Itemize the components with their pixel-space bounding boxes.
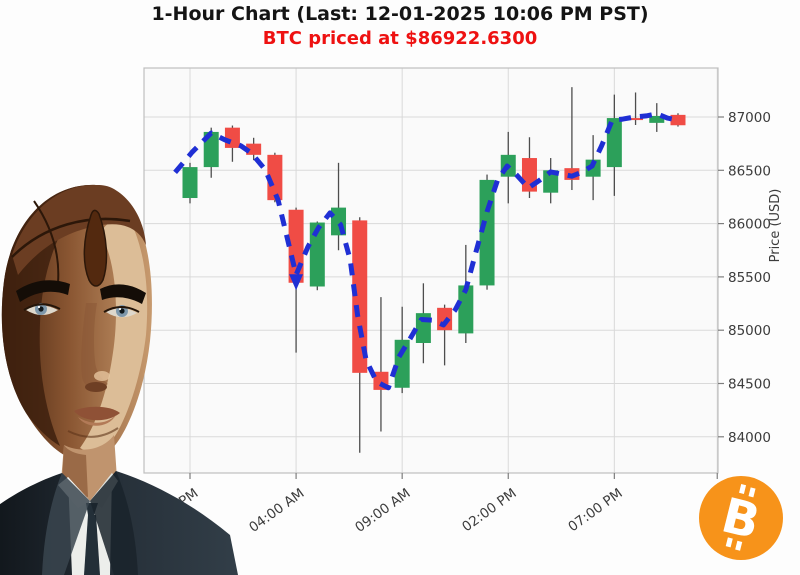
candle-up	[543, 170, 559, 193]
candle-down	[246, 143, 262, 155]
y-tick-label: 84000	[728, 430, 771, 446]
y-tick-label: 84500	[728, 377, 771, 393]
robot-avatar	[0, 184, 238, 575]
candle-up	[649, 115, 665, 123]
y-tick-label: 85000	[728, 323, 771, 339]
dip-arrow-icon	[289, 274, 304, 291]
price-subtitle: BTC priced at $86922.6300	[262, 28, 538, 49]
y-tick-label: 86500	[728, 163, 771, 179]
candle-down	[670, 114, 686, 126]
candle-up	[309, 222, 325, 287]
candle-down	[267, 154, 283, 201]
candle-up	[394, 339, 410, 388]
candle-up	[479, 179, 495, 286]
x-tick-label: 04:00 AM	[246, 485, 307, 536]
robot-suit	[0, 471, 238, 575]
y-tick-label: 87000	[728, 110, 771, 126]
robot-eyes	[23, 303, 140, 318]
robot-head	[1, 184, 152, 461]
candle-down	[224, 127, 240, 148]
bitcoin-logo: B	[699, 476, 783, 560]
y-tick-label: 86000	[728, 217, 771, 233]
bitcoin-icon: B	[716, 484, 765, 551]
candle-up	[203, 131, 219, 168]
y-tick-label: 85500	[728, 270, 771, 286]
candle-down	[628, 118, 644, 121]
x-tick-label: 02:00 PM	[459, 485, 519, 535]
y-axis-title: Price (USD)	[768, 189, 783, 263]
robot-eyebrows	[16, 280, 146, 304]
x-tick-label: 09:00 AM	[352, 485, 413, 536]
x-tick-label: 07:00 PM	[565, 485, 625, 535]
candle-up	[458, 285, 474, 334]
page-title: 1-Hour Chart (Last: 12-01-2025 10:06 PM …	[151, 3, 649, 25]
bitcoin-b-glyph: B	[716, 487, 765, 550]
candle-up	[182, 167, 198, 199]
ma-dashed-line	[173, 111, 677, 391]
